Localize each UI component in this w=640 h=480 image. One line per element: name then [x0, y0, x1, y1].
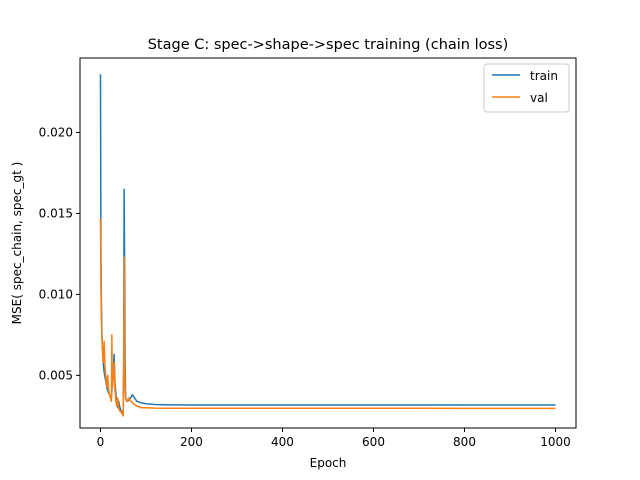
x-axis-label: Epoch: [310, 456, 347, 470]
x-tick-label: 800: [453, 435, 476, 449]
y-tick-label: 0.015: [39, 206, 73, 220]
y-tick-label: 0.005: [39, 368, 73, 382]
legend-label-train: train: [530, 69, 558, 83]
chart-title: Stage C: spec->shape->spec training (cha…: [148, 37, 509, 53]
y-axis: 0.005 0.010 0.015 0.020: [39, 125, 80, 382]
y-axis-label: MSE( spec_chain, spec_gt ): [10, 162, 24, 325]
x-axis: 0 200 400 600 800 1000: [97, 428, 571, 449]
y-tick-label: 0.010: [39, 287, 73, 301]
y-tick-label: 0.020: [39, 125, 73, 139]
x-tick-label: 0: [97, 435, 105, 449]
x-tick-label: 200: [180, 435, 203, 449]
x-tick-label: 400: [271, 435, 294, 449]
legend: train val: [483, 63, 570, 113]
series-layer: [99, 74, 556, 417]
axes-frame: [79, 57, 577, 429]
series-line-val: [99, 218, 556, 417]
x-tick-label: 600: [362, 435, 385, 449]
legend-box: [483, 63, 570, 113]
x-tick-label: 1000: [540, 435, 571, 449]
legend-label-val: val: [530, 91, 548, 105]
